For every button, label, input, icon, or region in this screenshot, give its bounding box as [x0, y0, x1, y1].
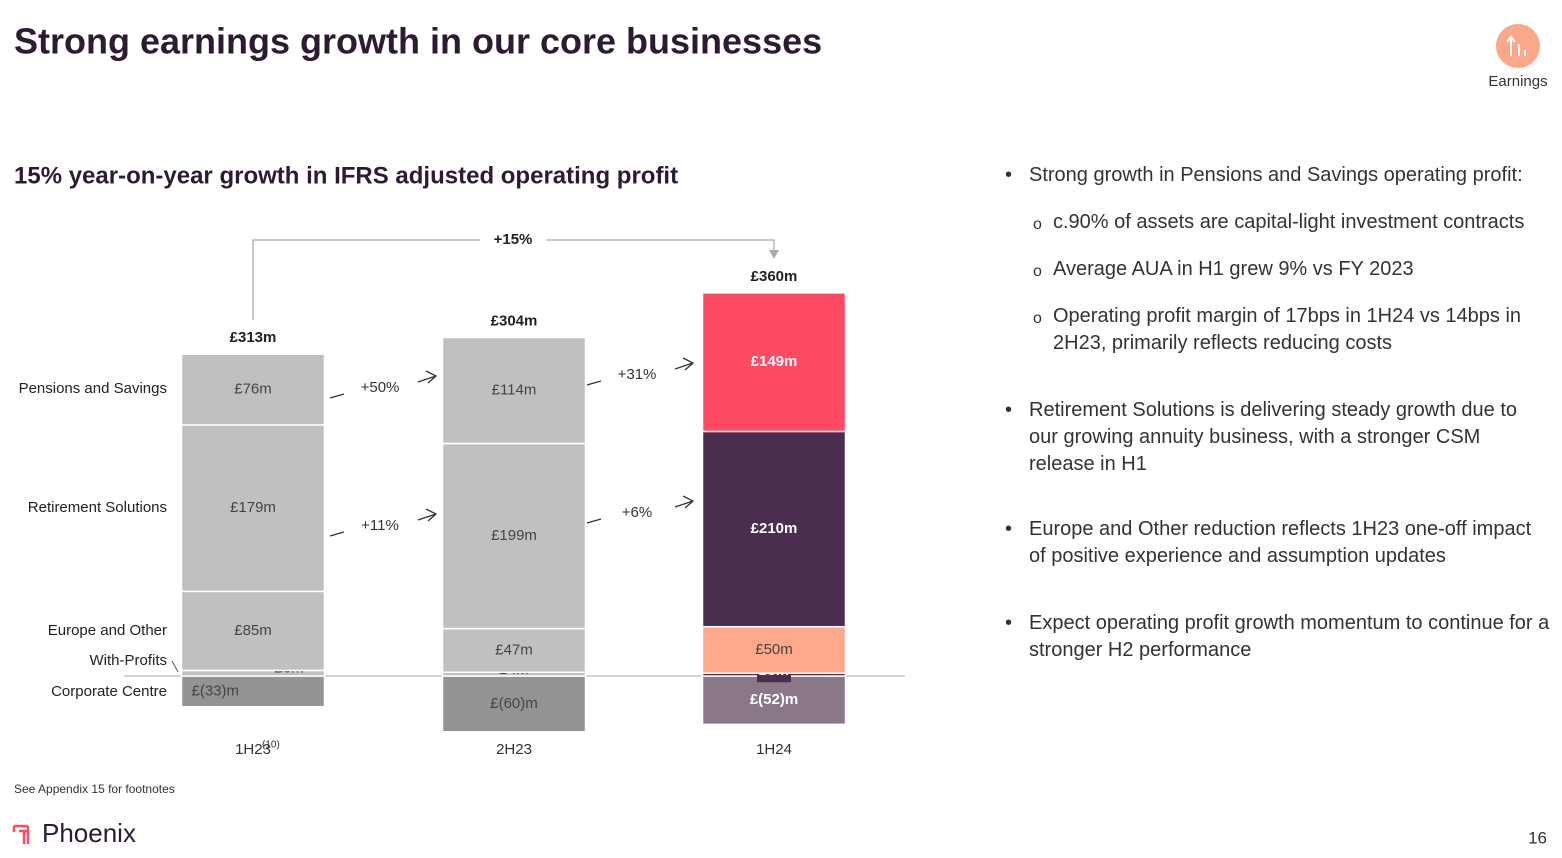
sub-bullet: o Operating profit margin of 17bps in 1H2…: [1029, 303, 1550, 357]
growth-arrow: [674, 495, 695, 509]
bar-segment: [701, 675, 847, 726]
growth-dash: [329, 531, 345, 537]
bullet: • Expect operating profit growth momentum…: [1005, 610, 1550, 664]
legend-label: Pensions and Savings: [19, 380, 167, 397]
bullet-dot: •: [1005, 612, 1013, 634]
bar-segment: [701, 292, 847, 433]
value-label: £(52)m: [750, 691, 798, 708]
bar-segment: [180, 590, 326, 672]
x-tick-label: 1H24: [756, 741, 792, 758]
icon-glyph: [1506, 35, 1526, 56]
growth-label: +50%: [361, 379, 400, 396]
logo-mark: [12, 824, 30, 844]
x-tick-label: 2H23: [496, 741, 532, 758]
footnote: See Appendix 15 for footnotes: [14, 782, 175, 796]
bullet-text: Retirement Solutions is delivering stead…: [1029, 399, 1518, 475]
sub-bullet-text: Operating profit margin of 17bps in 1H24…: [1053, 305, 1522, 354]
bar-segment: [180, 424, 326, 593]
footnote-marker: (10): [262, 740, 280, 751]
value-label: £179m: [230, 499, 276, 516]
total-label: £360m: [751, 268, 798, 285]
value-label: £114m: [492, 381, 537, 398]
bullet-text: Expect operating profit growth momentum …: [1029, 612, 1550, 661]
growth-arrow: [674, 357, 695, 371]
legend-label: Corporate Centre: [51, 683, 167, 700]
chart-title: 15% year-on-year growth in IFRS adjusted…: [14, 162, 678, 189]
legend-label: Retirement Solutions: [28, 499, 167, 516]
slide-title: Strong earnings growth in our core busin…: [14, 21, 822, 62]
growth-dash: [586, 380, 602, 386]
legend-label: With-Profits: [89, 652, 167, 669]
bullet: • Retirement Solutions is delivering stea…: [1005, 397, 1550, 478]
bar-segment: [701, 430, 847, 628]
page-number: 16: [1528, 828, 1547, 847]
value-label: £(33)m: [192, 682, 240, 699]
value-label: £76m: [234, 381, 272, 398]
total-label: £304m: [491, 312, 538, 329]
bullet-dot: •: [1005, 518, 1013, 540]
bar-segment: [180, 675, 326, 708]
overall-growth: +15%: [494, 231, 533, 248]
legend-label: Europe and Other: [48, 622, 167, 639]
bar-segment: [441, 336, 587, 445]
growth-label: +6%: [622, 504, 652, 521]
value-label: £85m: [234, 622, 272, 639]
growth-arrow: [417, 370, 438, 384]
growth-label: +31%: [618, 366, 657, 383]
sub-bullet: o c.90% of assets are capital-light inves…: [1029, 209, 1550, 236]
bullet: • Strong growth in Pensions and Savings o…: [1005, 162, 1550, 357]
bullet-dot: •: [1005, 399, 1013, 421]
sub-bullet-text: Average AUA in H1 grew 9% vs FY 2023: [1053, 258, 1414, 280]
sub-marker: o: [1033, 310, 1042, 327]
value-label: £149m: [751, 353, 798, 370]
bar-segment: [441, 627, 587, 674]
value-label: £210m: [751, 520, 798, 537]
sub-marker: o: [1033, 263, 1042, 280]
bar-segment: [180, 353, 326, 426]
value-label: £199m: [491, 527, 537, 544]
value-label: £(60)m: [490, 695, 538, 712]
x-tick-label: 1H23: [235, 741, 271, 758]
section-label: Earnings: [1488, 73, 1547, 90]
sub-marker: o: [1033, 216, 1042, 233]
bar-segment: [441, 442, 587, 630]
bracket-arrowhead: [769, 250, 779, 259]
growth-dash: [329, 393, 345, 399]
bullet-text: Strong growth in Pensions and Savings op…: [1029, 164, 1523, 186]
value-label: £47m: [495, 641, 533, 658]
growth-arrow: [417, 508, 438, 522]
growth-label: +11%: [361, 517, 399, 534]
sub-bullet-text: c.90% of assets are capital-light invest…: [1053, 211, 1525, 233]
growth-bracket: [252, 239, 775, 320]
logo: Phoenix: [42, 818, 136, 848]
bullet-text: Europe and Other reduction reflects 1H23…: [1029, 518, 1532, 567]
value-label: £50m: [755, 641, 793, 658]
bar-segment: [441, 675, 587, 733]
bullet-dot: •: [1005, 164, 1013, 186]
bullet: • Europe and Other reduction reflects 1H2…: [1005, 516, 1550, 570]
bar-segment: [701, 625, 847, 674]
legend-leader: [171, 660, 179, 673]
total-label: £313m: [230, 329, 277, 346]
sub-bullet: o Average AUA in H1 grew 9% vs FY 2023: [1029, 256, 1550, 283]
growth-dash: [586, 518, 602, 524]
